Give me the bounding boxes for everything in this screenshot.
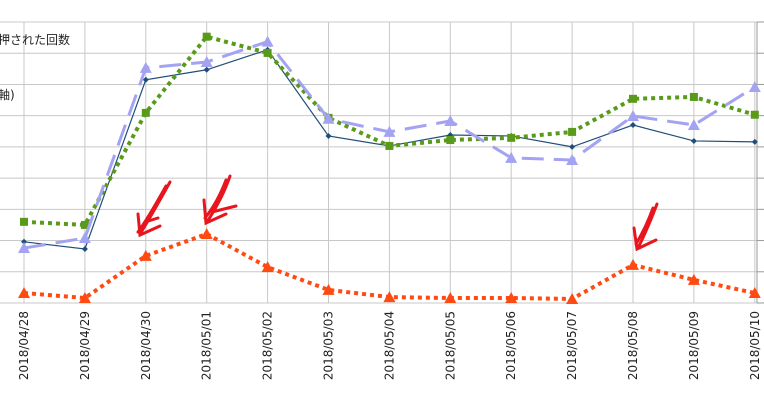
point [141, 108, 150, 117]
x-tick-label: 2018/05/04 [382, 311, 396, 380]
point [505, 292, 518, 304]
point [566, 154, 579, 166]
point [750, 110, 759, 119]
point [81, 245, 88, 252]
x-tick-label: 2018/05/03 [322, 311, 336, 380]
point [203, 66, 210, 73]
point [78, 292, 91, 304]
x-tick-label: 2018/05/08 [626, 311, 640, 380]
point [261, 35, 274, 47]
point [751, 138, 758, 145]
point [21, 238, 27, 245]
legend-text: 軸) [0, 88, 15, 102]
x-tick-label: 2018/05/06 [504, 311, 518, 380]
x-tick-label: 2018/05/10 [748, 311, 762, 380]
point [444, 292, 457, 304]
point [18, 242, 30, 254]
point [687, 273, 700, 285]
x-tick-label: 2018/05/01 [200, 311, 214, 380]
legend-text: 押された回数 [0, 32, 70, 47]
point [322, 283, 335, 295]
x-tick-label: 2018/05/02 [261, 311, 275, 380]
point [322, 112, 335, 124]
x-tick-label: 2018/05/05 [443, 311, 457, 380]
point [690, 137, 697, 144]
x-tick-label: 2018/04/29 [78, 311, 92, 380]
point [687, 119, 700, 131]
point [139, 249, 152, 261]
point [261, 261, 274, 273]
point [627, 109, 639, 121]
point [689, 92, 698, 101]
plot-area: 2018/04/28 2018/04/29 2018/04/30 2018/05/01… [0, 21, 764, 380]
point [202, 32, 211, 41]
x-tick-label: 2018/05/07 [565, 311, 579, 380]
point [507, 133, 516, 142]
point [569, 143, 576, 150]
point [200, 55, 213, 67]
point [568, 127, 577, 136]
point [139, 61, 152, 73]
point [383, 291, 396, 303]
point [142, 76, 149, 83]
point [325, 132, 332, 139]
point [446, 136, 455, 145]
point [385, 141, 394, 150]
point [748, 287, 761, 299]
point [78, 232, 91, 244]
point [566, 292, 579, 304]
point [505, 151, 518, 163]
point [627, 258, 639, 270]
point [18, 287, 30, 299]
point [630, 122, 636, 129]
point [200, 227, 213, 239]
point [80, 220, 89, 229]
point [629, 94, 637, 103]
point [263, 48, 272, 57]
point [748, 80, 761, 92]
point [20, 217, 28, 226]
red-arrows [136, 174, 659, 252]
x-tick-label: 2018/04/30 [139, 311, 153, 380]
x-tick-label: 2018/04/28 [17, 311, 31, 380]
x-tick-label: 2018/05/09 [687, 311, 701, 380]
point [444, 114, 457, 126]
point [383, 125, 396, 137]
